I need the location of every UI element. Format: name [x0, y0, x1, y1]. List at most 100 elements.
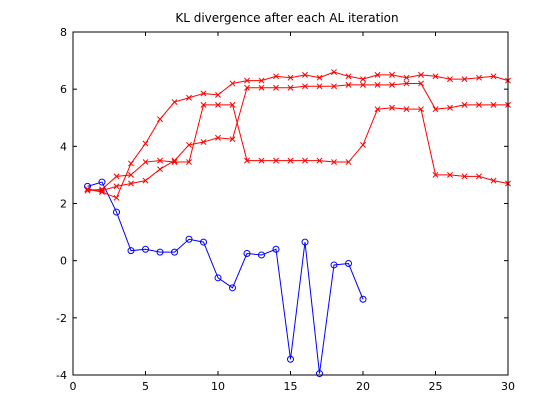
data-point: [84, 187, 91, 194]
data-point: [258, 77, 265, 84]
chart-title: KL divergence after each AL iteration: [175, 11, 398, 25]
x-tick-label: 30: [501, 380, 515, 393]
data-point: [186, 141, 192, 148]
data-point: [229, 136, 236, 143]
data-point: [99, 186, 105, 193]
data-point: [273, 73, 279, 80]
y-tick-label: -2: [56, 312, 67, 325]
data-point: [389, 81, 395, 88]
data-point: [374, 106, 381, 113]
data-point: [418, 106, 424, 113]
y-tick-label: 4: [60, 140, 67, 153]
data-point: [171, 248, 178, 256]
data-point: [330, 261, 338, 269]
data-point: [461, 76, 468, 83]
data-point: [214, 274, 222, 282]
data-point: [128, 160, 134, 167]
series-line: [87, 181, 364, 374]
data-point: [157, 157, 163, 164]
data-point: [316, 370, 323, 378]
data-point: [142, 159, 149, 166]
data-point: [389, 104, 395, 111]
data-point: [316, 83, 323, 90]
data-point: [316, 74, 323, 81]
data-point: [156, 248, 164, 256]
data-point: [113, 194, 120, 201]
data-point: [476, 74, 482, 81]
y-tick-label: 8: [60, 26, 67, 39]
data-point: [447, 76, 453, 83]
data-point: [229, 284, 236, 292]
data-point: [301, 238, 309, 246]
data-point: [476, 101, 482, 108]
data-point: [142, 177, 149, 184]
data-point: [243, 250, 251, 258]
data-point: [244, 77, 250, 84]
data-point: [287, 74, 294, 81]
data-point: [418, 80, 424, 87]
plot-area-frame: [72, 31, 509, 376]
data-point: [403, 74, 410, 81]
data-point: [345, 159, 352, 166]
data-point: [273, 157, 279, 164]
data-point: [113, 183, 120, 190]
data-point: [302, 157, 308, 164]
data-point: [476, 173, 482, 180]
data-point: [272, 245, 280, 253]
x-tick-label: 10: [211, 380, 225, 393]
data-point: [432, 106, 439, 113]
x-tick-label: 25: [429, 380, 443, 393]
data-point: [215, 91, 221, 98]
data-point: [490, 73, 497, 80]
data-point: [142, 140, 149, 147]
data-point: [127, 247, 135, 255]
series-line: [87, 71, 509, 199]
data-point: [229, 80, 236, 87]
series-3: [84, 80, 511, 194]
data-point: [447, 171, 453, 178]
data-point: [461, 173, 468, 180]
y-tick-label: 0: [60, 255, 67, 268]
data-point: [490, 101, 497, 108]
series-1: [84, 178, 367, 378]
data-point: [345, 81, 352, 88]
data-point: [418, 71, 424, 78]
data-point: [171, 99, 178, 105]
data-point: [244, 157, 250, 164]
data-point: [374, 71, 381, 78]
data-point: [142, 245, 149, 253]
data-point: [215, 134, 221, 141]
data-point: [98, 178, 106, 186]
data-point: [374, 81, 381, 88]
data-point: [461, 101, 468, 108]
x-tick-label: 15: [284, 380, 298, 393]
data-point: [316, 157, 323, 164]
y-tick-label: 2: [60, 198, 67, 211]
data-point: [287, 157, 294, 164]
series-4: [84, 101, 511, 194]
data-point: [360, 141, 366, 148]
data-point: [331, 69, 337, 75]
data-point: [403, 106, 410, 113]
data-point: [359, 295, 367, 303]
data-point: [200, 238, 207, 246]
axes-layer: 0 5 10 15 20 25 30 -4 -2 0 2 4 6 8: [56, 26, 515, 393]
data-point: [287, 84, 294, 91]
x-tick-label: 0: [70, 380, 77, 393]
data-point: [128, 180, 134, 187]
data-point: [200, 139, 207, 145]
data-point: [128, 171, 134, 178]
data-point: [258, 251, 265, 259]
data-point: [186, 159, 192, 166]
data-point: [447, 104, 453, 111]
data-point: [215, 101, 221, 108]
data-point: [113, 173, 120, 180]
data-point: [258, 157, 265, 164]
data-point: [157, 166, 163, 173]
y-tick-label: 6: [60, 83, 67, 96]
data-point: [200, 90, 207, 97]
data-point: [185, 235, 193, 243]
data-point: [345, 260, 352, 268]
series-layer: [84, 69, 511, 378]
